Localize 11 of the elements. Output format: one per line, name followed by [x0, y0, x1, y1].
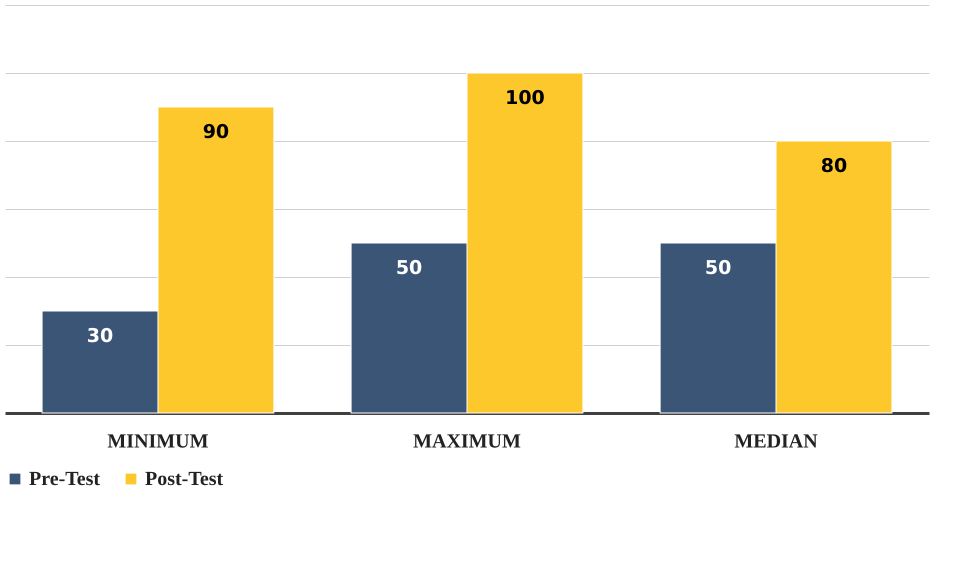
legend-label: Pre-Test — [29, 468, 100, 490]
data-label: 50 — [704, 257, 732, 279]
x-tick-label: MAXIMUM — [413, 430, 521, 452]
data-label: 80 — [820, 155, 848, 177]
data-label: 50 — [396, 257, 422, 279]
legend-label: Post-Test — [145, 468, 224, 490]
x-tick-label: MEDIAN — [734, 430, 818, 452]
data-label: 90 — [202, 121, 230, 143]
data-label: 30 — [86, 325, 114, 347]
data-label: 100 — [505, 87, 545, 109]
x-tick-label: MINIMUM — [107, 430, 209, 452]
